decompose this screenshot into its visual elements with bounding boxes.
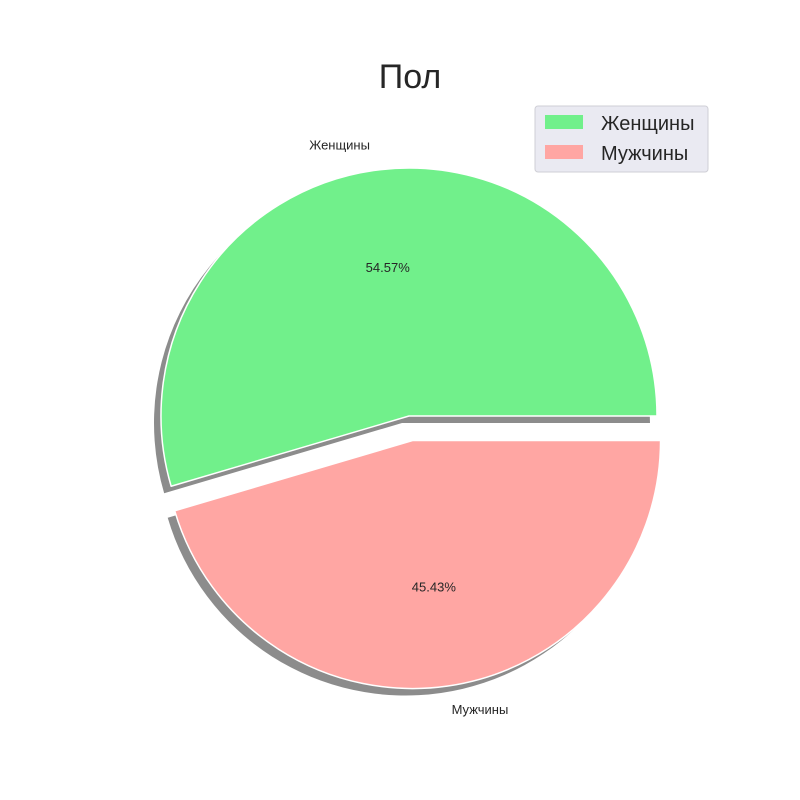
legend-swatch-men <box>545 145 583 159</box>
legend-swatch-women <box>545 115 583 129</box>
legend-label-women: Женщины <box>601 113 694 135</box>
pie-slice-men <box>173 439 662 690</box>
pie-slices <box>160 167 662 690</box>
slice-label-men: Мужчины <box>452 702 509 717</box>
legend: Женщины Мужчины <box>534 105 709 173</box>
pie-slice-women <box>160 167 658 487</box>
slice-percent-men: 45.43% <box>412 579 457 594</box>
pie-labels: Женщины 54.57% Мужчины 45.43% <box>309 137 508 717</box>
slice-label-women: Женщины <box>309 137 370 152</box>
chart-title: Пол <box>379 58 441 96</box>
legend-label-men: Мужчины <box>601 143 688 165</box>
slice-percent-women: 54.57% <box>366 260 411 275</box>
